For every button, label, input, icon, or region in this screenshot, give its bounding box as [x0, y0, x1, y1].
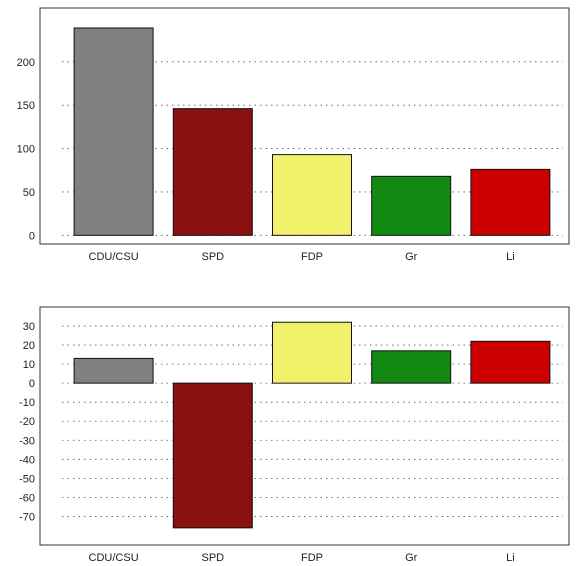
x-tick-label: Gr [405, 552, 418, 564]
x-tick-label: FDP [301, 251, 323, 263]
x-tick-label: SPD [201, 552, 224, 564]
x-tick-label: FDP [301, 552, 323, 564]
y-tick-label: -50 [19, 473, 35, 485]
y-tick-label: -30 [19, 435, 35, 447]
bar-gr [371, 175, 452, 236]
y-tick-label: 20 [23, 340, 35, 352]
y-tick-label: -70 [19, 511, 35, 523]
seat-change-bar-chart: 30 20 10 0 -10 -20 -30 -40 -50 -60 -70 CDU/CSU SPD FD… [19, 306, 570, 564]
y-tick-label: 50 [23, 187, 35, 199]
bar-spd [172, 108, 253, 236]
y-tick-label: 0 [29, 230, 35, 242]
bar-fdp [272, 154, 352, 236]
y-tick-label: 100 [17, 144, 35, 156]
y-tick-label: 30 [23, 321, 35, 333]
bar-fdp [272, 321, 352, 384]
bar-gr [371, 350, 452, 384]
x-tick-label: Li [506, 251, 515, 263]
x-tick-label: CDU/CSU [89, 552, 139, 564]
bar-spd [172, 382, 253, 529]
y-tick-label: 0 [29, 378, 35, 390]
bar-li [470, 168, 551, 236]
y-tick-label: -60 [19, 492, 35, 504]
y-tick-label: 200 [17, 57, 35, 69]
seats-bar-chart: 0 50 100 150 200 CDU/CSU SPD FDP Gr Li [17, 7, 570, 263]
bar-cdu-csu [73, 357, 154, 384]
x-tick-label: CDU/CSU [89, 251, 139, 263]
x-tick-label: Gr [405, 251, 418, 263]
x-tick-label: Li [506, 552, 515, 564]
bar-li [470, 340, 551, 384]
y-tick-label: -40 [19, 454, 35, 466]
y-tick-label: 10 [23, 359, 35, 371]
x-tick-label: SPD [201, 251, 224, 263]
y-tick-label: 150 [17, 100, 35, 112]
y-tick-label: -10 [19, 397, 35, 409]
bar-cdu-csu [73, 27, 154, 236]
y-tick-label: -20 [19, 416, 35, 428]
